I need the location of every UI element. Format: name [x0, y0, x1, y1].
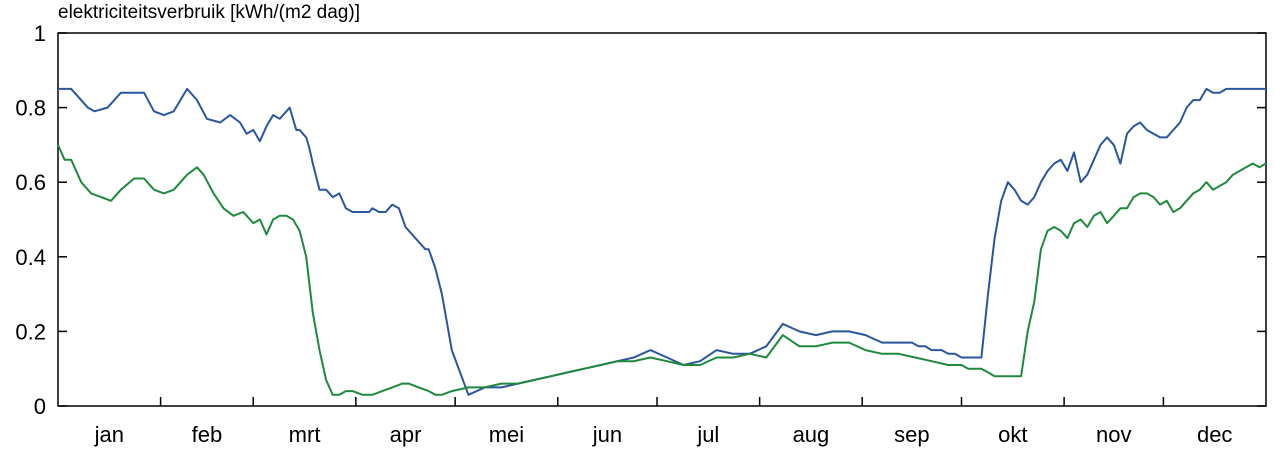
- x-tick-label-okt: okt: [998, 422, 1027, 447]
- x-tick-label-dec: dec: [1197, 422, 1232, 447]
- y-tick-label: 1: [34, 21, 46, 46]
- x-tick-label-mei: mei: [489, 422, 524, 447]
- series-layer: [57, 87, 1267, 396]
- y-axis: 0 0.2 0.4 0.6 0.8 1: [15, 21, 1266, 419]
- x-tick-label-apr: apr: [390, 422, 422, 447]
- plot-frame: [57, 32, 1267, 407]
- plot-area: [57, 32, 1267, 407]
- y-tick-label: 0.4: [15, 245, 46, 270]
- y-tick-label: 0: [34, 394, 46, 419]
- x-tick-label-aug: aug: [793, 422, 830, 447]
- x-tick-label-sep: sep: [894, 422, 929, 447]
- series-line-2: [57, 144, 1267, 396]
- x-tick-label-jun: jun: [592, 422, 622, 447]
- x-tick-label-jul: jul: [696, 422, 719, 447]
- x-tick-label-mrt: mrt: [289, 422, 321, 447]
- y-tick-label: 0.2: [15, 319, 46, 344]
- chart-title: elektriciteitsverbruik [kWh/(m2 dag)]: [58, 2, 360, 23]
- x-tick-label-feb: feb: [192, 422, 223, 447]
- series-line-1: [58, 87, 1266, 396]
- x-tick-label-nov: nov: [1096, 422, 1131, 447]
- y-tick-label: 0.6: [15, 170, 46, 195]
- x-tick-label-jan: jan: [94, 422, 124, 447]
- y-tick-label: 0.8: [15, 96, 46, 121]
- x-axis: jan feb mrt apr mei jun jul aug sep okt nov dec: [94, 397, 1232, 447]
